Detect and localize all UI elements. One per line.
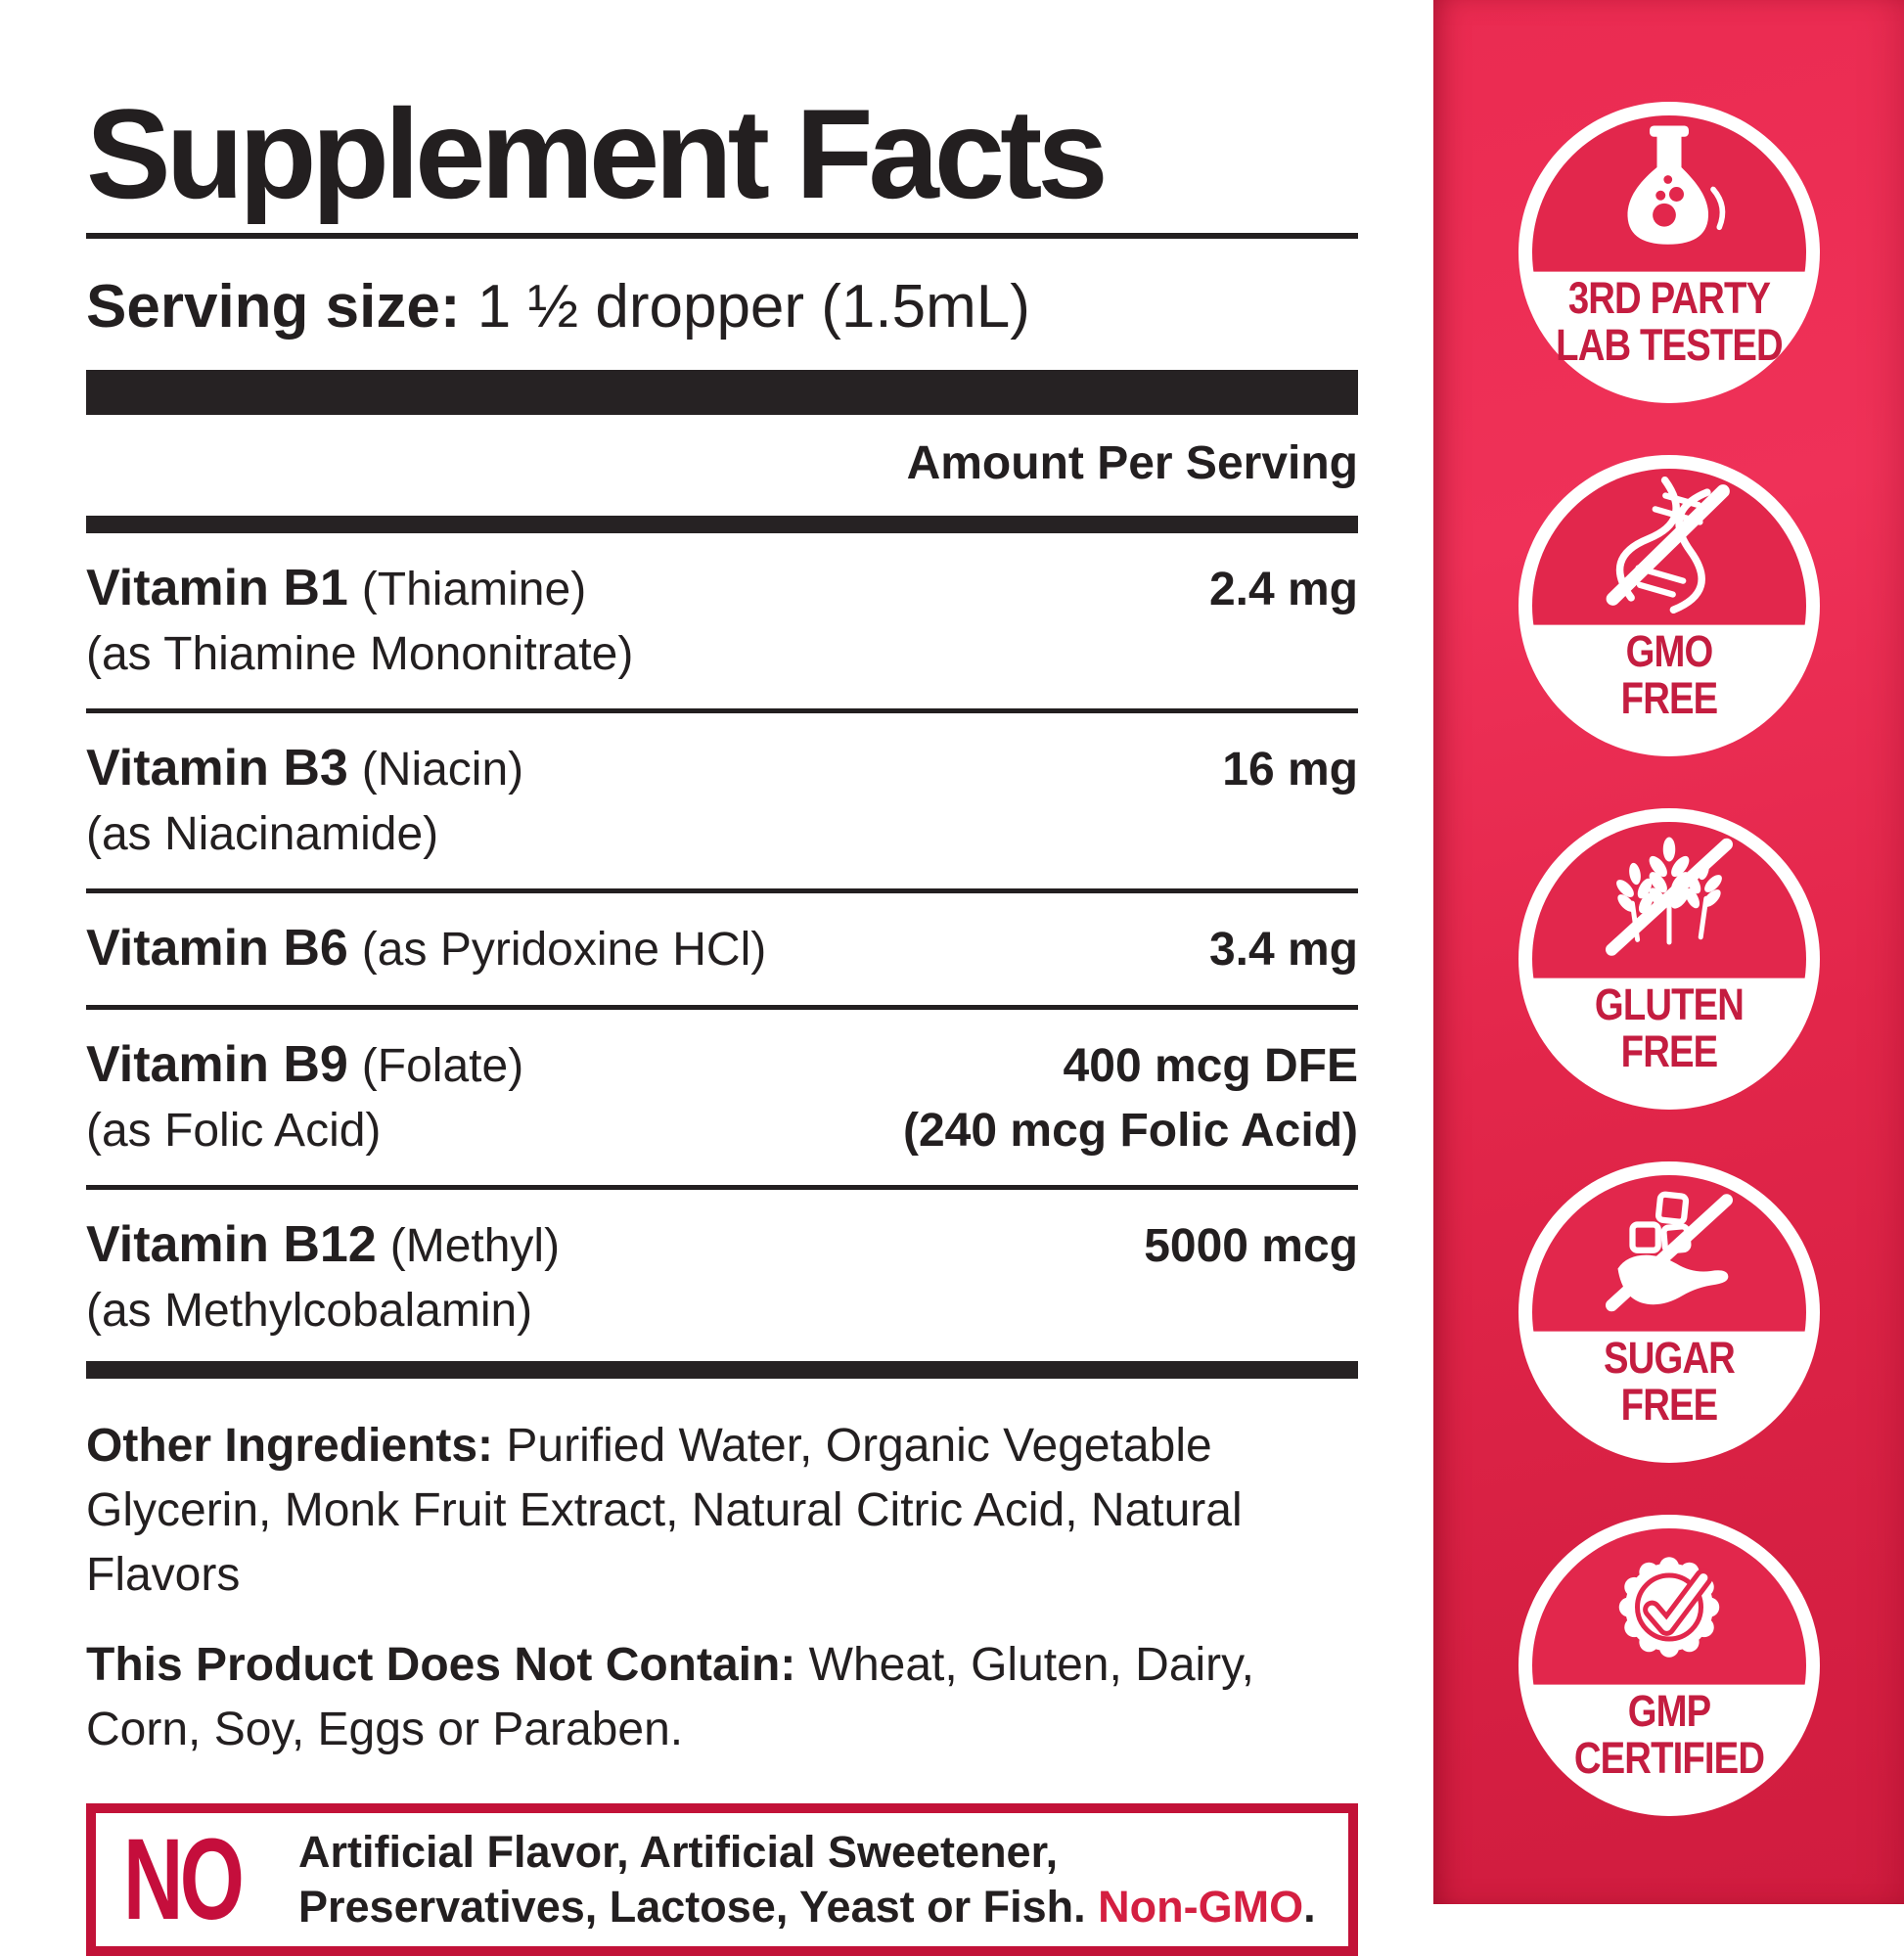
badge-label: GLUTEN FREE [1594,979,1745,1077]
gmo-free-dna-icon [1576,467,1762,623]
badge-gmp-certified: GMP CERTIFIED [1519,1515,1820,1816]
nutrient-name: Vitamin B1 (Thiamine) [86,560,587,617]
badge-label: GMP CERTIFIED [1573,1686,1765,1784]
gluten-free-wheat-icon [1576,820,1762,977]
bottom-divider-bar [86,1361,1358,1380]
badge-gmo-free: GMO FREE [1519,455,1820,756]
nutrient-form: (as Methylcobalamin) [86,1285,533,1338]
other-ingredients-text: Purified Water, Organic Vegetable Glycer… [86,1420,1243,1602]
nutrient-form: (as Niacinamide) [86,808,439,861]
nutrient-name: Vitamin B9 (Folate) [86,1036,524,1094]
badge-gluten-free: GLUTEN FREE [1519,808,1820,1110]
does-not-contain: This Product Does Not Contain: Wheat, Gl… [86,1633,1358,1762]
badge-label: SUGAR FREE [1604,1333,1736,1431]
table-row-vitamin-b9: Vitamin B9 (Folate) 400 mcg DFE (as Folic… [86,1010,1358,1191]
serving-size-label: Serving size: [86,273,461,341]
thick-divider-bar [86,370,1358,416]
other-ingredients-label: Other Ingredients: [86,1420,494,1473]
page-title: Supplement Facts [86,82,1109,225]
badge-label: GMO FREE [1620,626,1718,724]
table-row-vitamin-b1: Vitamin B1 (Thiamine) 2.4 mg (as Thiamine… [86,533,1358,714]
no-claims-box: NO Artificial Flavor, Artificial Sweeten… [86,1803,1358,1956]
nutrient-amount: 2.4 mg [1208,564,1358,616]
badge-label: 3RD PARTY LAB TESTED [1556,273,1783,371]
supplement-facts-panel: Supplement Facts Serving size: 1 ½ dropp… [86,90,1358,1956]
table-row-vitamin-b6: Vitamin B6 (as Pyridoxine HCl) 3.4 mg [86,893,1358,1011]
no-claims-text: Artificial Flavor, Artificial Sweetener,… [298,1825,1321,1934]
no-claims-list: Artificial Flavor, Artificial Sweetener,… [298,1827,1099,1933]
title-divider [86,233,1358,239]
red-badge-band: 3RD PARTY LAB TESTED GMO FREE [1433,0,1904,1904]
nutrient-amount: 400 mcg DFE [1063,1040,1358,1093]
medium-divider-bar [86,516,1358,534]
sugar-free-spoon-icon [1576,1173,1762,1330]
nutrient-name: Vitamin B12 (Methyl) [86,1216,561,1274]
no-claims-period: . [1303,1882,1316,1933]
nutrient-amount: 3.4 mg [1208,924,1358,977]
amount-per-serving-header: Amount Per Serving [906,437,1358,490]
serving-size-line: Serving size: 1 ½ dropper (1.5mL) [86,273,1358,341]
nutrient-name: Vitamin B6 (as Pyridoxine HCl) [86,920,767,978]
nutrient-form: (as Thiamine Mononitrate) [86,628,634,681]
other-ingredients: Other Ingredients: Purified Water, Organ… [86,1414,1358,1608]
table-row-vitamin-b12: Vitamin B12 (Methyl) 5000 mcg (as Methylc… [86,1190,1358,1361]
non-gmo-highlight: Non-GMO [1098,1882,1304,1933]
does-not-contain-label: This Product Does Not Contain: [86,1639,796,1692]
nutrient-form: (as Folic Acid) [86,1105,382,1158]
nutrient-amount: 16 mg [1222,744,1358,796]
no-word: NO [123,1815,245,1945]
lab-flask-icon [1576,114,1762,270]
gmp-seal-check-icon [1576,1526,1762,1683]
badge-3rd-party-lab-tested: 3RD PARTY LAB TESTED [1519,102,1820,403]
nutrient-amount-secondary: (240 mcg Folic Acid) [903,1105,1358,1158]
serving-size-value: 1 ½ dropper (1.5mL) [476,273,1030,341]
table-row-vitamin-b3: Vitamin B3 (Niacin) 16 mg (as Niacinamide… [86,713,1358,894]
nutrient-amount: 5000 mcg [1144,1220,1358,1273]
does-not-contain-text: Wheat, Gluten, Dairy, Corn, Soy, Eggs or… [86,1639,1254,1756]
nutrient-name: Vitamin B3 (Niacin) [86,740,524,797]
badge-sugar-free: SUGAR FREE [1519,1161,1820,1463]
